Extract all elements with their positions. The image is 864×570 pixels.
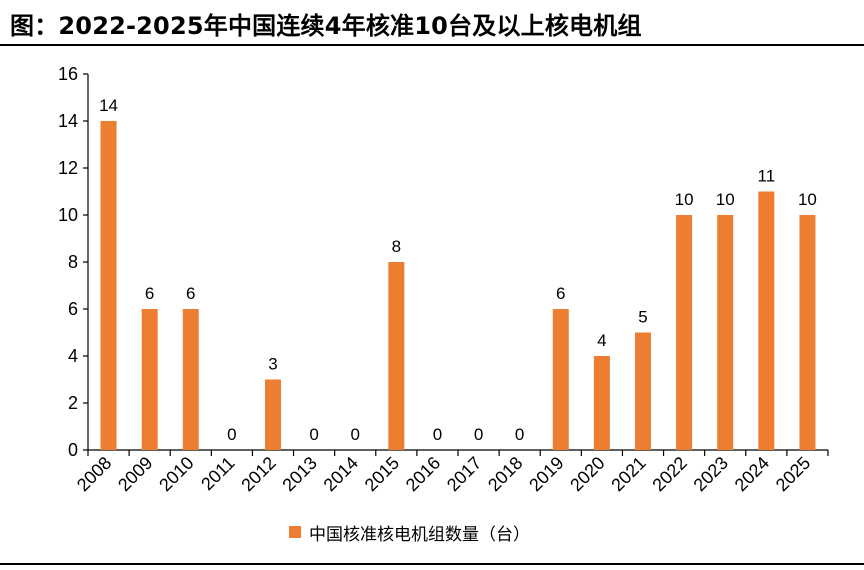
x-tick-label: 2010 (155, 453, 197, 495)
bar (635, 332, 651, 450)
x-tick-label: 2017 (443, 453, 485, 495)
bar (141, 309, 158, 450)
title-divider (0, 44, 864, 46)
x-tick-label: 2014 (320, 453, 362, 495)
x-tick-label: 2025 (772, 453, 814, 495)
x-tick-label: 2011 (197, 453, 239, 495)
x-tick-label: 2022 (648, 453, 690, 495)
bar-value-label: 0 (433, 425, 442, 444)
y-axis: 0 2 4 6 8 10 12 14 16 (58, 64, 89, 460)
bar (799, 215, 816, 450)
bar-value-label: 10 (798, 190, 817, 209)
x-tick-label: 2020 (566, 453, 608, 495)
y-tick-label: 14 (58, 111, 78, 131)
bar-value-label: 8 (392, 237, 401, 256)
x-tick-label: 2013 (278, 453, 320, 495)
y-tick-label: 8 (68, 252, 78, 272)
legend-label: 中国核准核电机组数量（台） (309, 524, 530, 545)
bar-value-label: 0 (474, 425, 483, 444)
y-tick-label: 2 (68, 393, 78, 413)
x-tick-label: 2015 (361, 453, 403, 495)
x-tick-label: 2021 (607, 453, 649, 495)
bar-value-label: 6 (556, 284, 565, 303)
bar (552, 309, 569, 450)
y-tick-label: 12 (58, 158, 78, 178)
bar-value-label: 4 (597, 331, 606, 350)
bar (676, 215, 693, 450)
y-tick-label: 6 (68, 299, 78, 319)
bar (717, 215, 734, 450)
bars (100, 121, 816, 450)
bar (100, 121, 117, 450)
bar-value-label: 0 (350, 425, 359, 444)
x-tick-label: 2018 (484, 453, 526, 495)
legend: 中国核准核电机组数量（台） (289, 521, 530, 545)
bar-value-label: 6 (186, 284, 195, 303)
chart-title: 图：2022-2025年中国连续4年核准10台及以上核电机组 (10, 12, 642, 40)
bar-value-label: 14 (99, 96, 118, 115)
x-tick-label: 2019 (525, 453, 567, 495)
bar-value-label: 0 (309, 425, 318, 444)
bottom-divider (0, 563, 864, 565)
bar (758, 191, 775, 450)
bar (593, 356, 610, 450)
bar (182, 309, 199, 450)
bar-value-label: 11 (758, 167, 776, 186)
x-tick-label: 2024 (731, 453, 773, 495)
bar (265, 379, 281, 450)
y-tick-label: 4 (68, 346, 78, 366)
bar-value-label: 5 (638, 308, 647, 327)
bar-value-label: 0 (515, 425, 524, 444)
bar-value-label: 0 (227, 425, 236, 444)
bar-value-label: 10 (716, 190, 735, 209)
x-tick-label: 2008 (73, 453, 115, 495)
bar-value-label: 6 (145, 284, 154, 303)
y-tick-label: 16 (58, 64, 78, 84)
data-labels: 14 6 6 0 3 0 0 8 0 0 0 6 4 5 10 10 11 10 (99, 96, 817, 444)
legend-swatch-icon (289, 526, 301, 538)
x-tick-label: 2012 (237, 453, 279, 495)
y-tick-label: 10 (58, 205, 78, 225)
bar-value-label: 10 (675, 190, 694, 209)
x-tick-label: 2009 (114, 453, 156, 495)
bar (388, 262, 405, 450)
bar-value-label: 3 (268, 355, 277, 374)
y-tick-label: 0 (68, 440, 78, 460)
x-tick-label: 2016 (402, 453, 444, 495)
x-tick-label: 2023 (690, 453, 732, 495)
